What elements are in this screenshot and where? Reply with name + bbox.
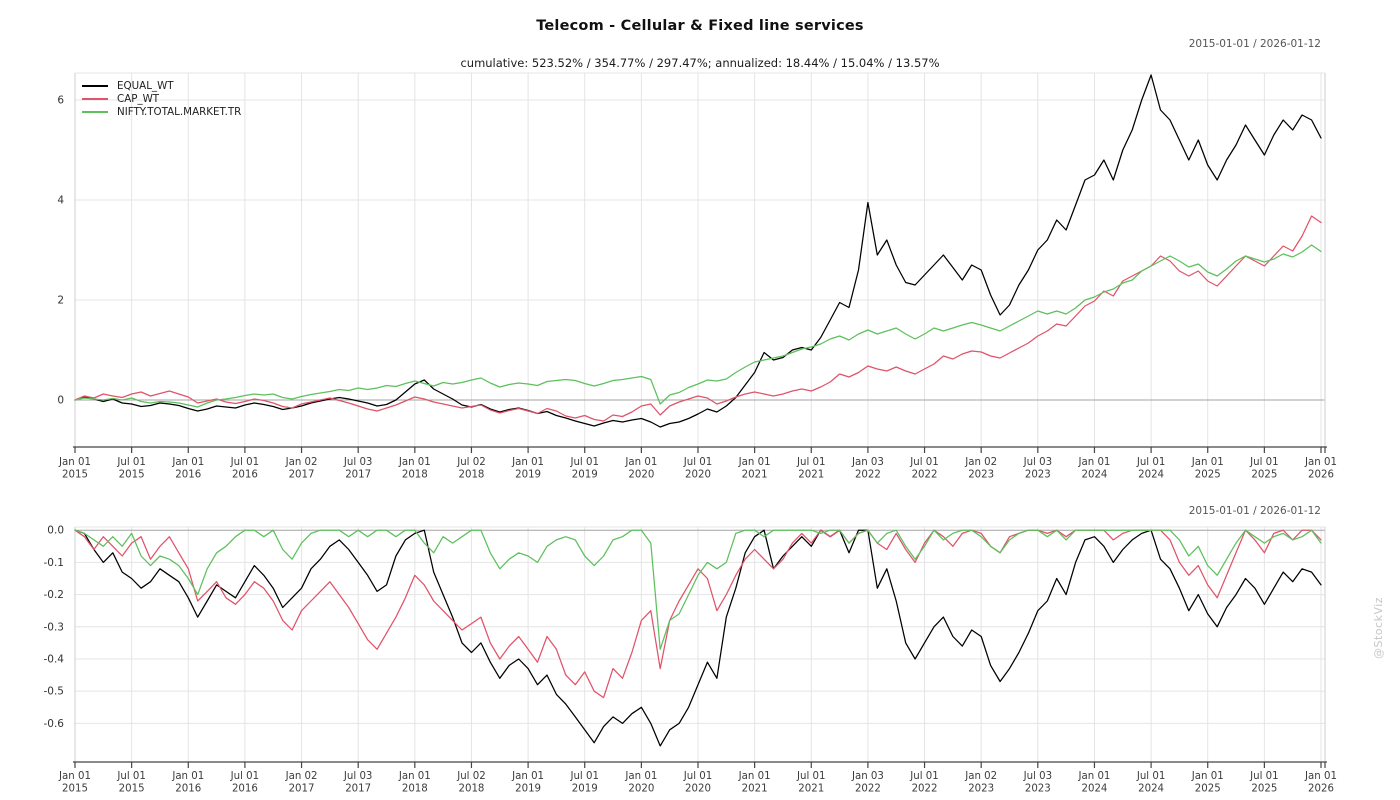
- legend-line-swatch: [82, 98, 108, 101]
- cumulative-chart-x-tick-label: Jan 01 2025: [1191, 457, 1224, 481]
- page-title: Telecom - Cellular & Fixed line services: [536, 18, 864, 34]
- cumulative-chart: Jan 01 2015 Jul 01 2015 Jan 01 2016 Jul 01 2016…: [57, 72, 1337, 481]
- cumulative-chart-x-tick-label: Jan 01 2016: [171, 457, 204, 481]
- drawdown-chart-y-tick-label: -0.3: [44, 621, 65, 633]
- cumulative-chart-x-tick-label: Jul 01 2020: [683, 457, 713, 481]
- cumulative-chart-x-tick-label: Jul 02 2018: [456, 457, 486, 481]
- legend: EQUAL_WT CAP_WT NIFTY.TOTAL.MARKET.TR: [82, 80, 241, 118]
- watermark-stockviz: @StockViz: [1372, 596, 1385, 659]
- drawdown-chart-x-tick-label: Jul 01 2024: [1136, 771, 1166, 795]
- cumulative-chart-hgrid: [75, 99, 1325, 401]
- drawdown-chart-y-tick-label: -0.5: [44, 686, 65, 698]
- legend-line-swatch: [82, 110, 108, 113]
- drawdown-chart-series-equal-wt-line: [74, 529, 1322, 747]
- cumulative-chart-x-tick-label: Jul 01 2022: [909, 457, 939, 481]
- date-range-top: 2015-01-01 / 2026-01-12: [1188, 38, 1321, 50]
- drawdown-chart-x-tick-label: Jul 01 2020: [683, 771, 713, 795]
- cumulative-chart-x-tick-label: Jan 01 2019: [511, 457, 544, 481]
- cumulative-chart-y-tick-label: 2: [57, 295, 64, 307]
- drawdown-chart-y-labels: 0.0 -0.1 -0.2 -0.3 -0.4 -0.5 -0.6: [44, 525, 65, 730]
- drawdown-chart-x-tick-label: Jul 01 2022: [909, 771, 939, 795]
- drawdown-chart-x-tick-label: Jul 02 2018: [456, 771, 486, 795]
- legend-label: NIFTY.TOTAL.MARKET.TR: [117, 105, 242, 118]
- drawdown-chart-x-tick-label: Jul 01 2016: [230, 771, 260, 795]
- drawdown-chart-x-tick-label: Jan 01 2019: [511, 771, 544, 795]
- cumulative-chart-y-tick-label: 6: [57, 95, 64, 107]
- cumulative-chart-vgrid: [74, 73, 1322, 447]
- cumulative-chart-series-cap-wt-line: [74, 215, 1322, 422]
- cumulative-chart-x-tick-label: Jul 01 2024: [1136, 457, 1166, 481]
- cumulative-chart-x-tick-label: Jan 01 2015: [58, 457, 91, 481]
- drawdown-chart-x-tick-label: Jan 01 2018: [398, 771, 431, 795]
- drawdown-chart-x-tick-label: Jan 01 2021: [738, 771, 771, 795]
- drawdown-chart-x-tick-label: Jan 01 2015: [58, 771, 91, 795]
- drawdown-chart-y-tick-label: -0.1: [44, 557, 65, 569]
- drawdown-chart-series-cap-wt-line: [74, 529, 1322, 699]
- cumulative-chart-x-tick-label: Jan 02 2017: [285, 457, 318, 481]
- cumulative-chart-y-tick-label: 4: [57, 195, 64, 207]
- drawdown-chart-x-tick-label: Jan 01 2025: [1191, 771, 1224, 795]
- drawdown-chart-x-tick-label: Jul 01 2025: [1249, 771, 1279, 795]
- cumulative-chart-x-tick-label: Jul 01 2025: [1249, 457, 1279, 481]
- drawdown-chart: Jan 01 2015 Jul 01 2015 Jan 01 2016 Jul 01 2016…: [44, 525, 1337, 795]
- drawdown-chart-series-nifty-total-market-tr-line: [74, 529, 1322, 650]
- drawdown-chart-x-tick-label: Jan 01 2020: [624, 771, 657, 795]
- cumulative-chart-x-tick-label: Jul 01 2021: [796, 457, 826, 481]
- drawdown-chart-x-tick-label: Jan 02 2017: [285, 771, 318, 795]
- cumulative-chart-x-tick-label: Jan 02 2023: [964, 457, 997, 481]
- legend-item-equal-wt: EQUAL_WT: [82, 80, 241, 93]
- drawdown-chart-y-tick-label: 0.0: [47, 525, 64, 537]
- cumulative-chart-x-tick-label: Jan 01 2024: [1078, 457, 1111, 481]
- drawdown-chart-x-tick-label: Jan 03 2022: [851, 771, 884, 795]
- legend-label: EQUAL_WT: [117, 80, 174, 93]
- drawdown-chart-y-tick-label: -0.6: [44, 718, 65, 730]
- drawdown-chart-x-axis: Jan 01 2015 Jul 01 2015 Jan 01 2016 Jul 01 2016…: [58, 761, 1337, 795]
- drawdown-chart-x-tick-label: Jan 01 2024: [1078, 771, 1111, 795]
- cumulative-chart-x-tick-label: Jan 01 2020: [624, 457, 657, 481]
- legend-line-swatch: [82, 85, 108, 88]
- cumulative-chart-x-tick-label: Jul 01 2016: [230, 457, 260, 481]
- drawdown-chart-y-tick-label: -0.2: [44, 589, 65, 601]
- cumulative-chart-x-tick-label: Jan 01 2018: [398, 457, 431, 481]
- drawdown-chart-x-tick-label: Jul 01 2015: [116, 771, 146, 795]
- drawdown-chart-x-tick-label: Jul 03 2023: [1023, 771, 1053, 795]
- cumulative-chart-x-tick-label: Jul 01 2015: [116, 457, 146, 481]
- date-range-bottom: 2015-01-01 / 2026-01-12: [1188, 505, 1321, 517]
- cumulative-chart-series-nifty-total-market-tr-line: [74, 244, 1322, 408]
- cumulative-chart-x-axis: Jan 01 2015 Jul 01 2015 Jan 01 2016 Jul 01 2016…: [58, 446, 1337, 481]
- drawdown-chart-y-tick-label: -0.4: [44, 653, 65, 665]
- cumulative-chart-x-tick-label: Jul 03 2017: [343, 457, 373, 481]
- drawdown-chart-x-tick-label: Jan 02 2023: [964, 771, 997, 795]
- cumulative-chart-x-tick-label: Jan 01 2021: [738, 457, 771, 481]
- legend-item-cap-wt: CAP_WT: [82, 93, 241, 106]
- cumulative-chart-x-tick-label: Jul 01 2019: [569, 457, 599, 481]
- drawdown-chart-x-tick-label: Jul 03 2017: [343, 771, 373, 795]
- cumulative-chart-y-labels: 0 2 4 6: [57, 95, 64, 407]
- drawdown-chart-x-tick-label: Jan 01 2016: [171, 771, 204, 795]
- legend-item-nifty-total-market-tr: NIFTY.TOTAL.MARKET.TR: [82, 106, 241, 119]
- cumulative-chart-x-tick-label: Jan 01 2026: [1304, 457, 1337, 481]
- drawdown-chart-x-tick-label: Jan 01 2026: [1304, 771, 1337, 795]
- drawdown-chart-x-tick-label: Jul 01 2019: [569, 771, 599, 795]
- drawdown-chart-hgrid: [75, 529, 1325, 724]
- cumulative-chart-series-equal-wt-line: [74, 74, 1322, 428]
- cumulative-chart-x-tick-label: Jan 03 2022: [851, 457, 884, 481]
- cumulative-chart-y-tick-label: 0: [57, 395, 64, 407]
- legend-label: CAP_WT: [117, 93, 160, 106]
- drawdown-chart-x-tick-label: Jul 01 2021: [796, 771, 826, 795]
- cumulative-chart-x-tick-label: Jul 03 2023: [1023, 457, 1053, 481]
- chart-subtitle-stats: cumulative: 523.52% / 354.77% / 297.47%;…: [460, 56, 940, 70]
